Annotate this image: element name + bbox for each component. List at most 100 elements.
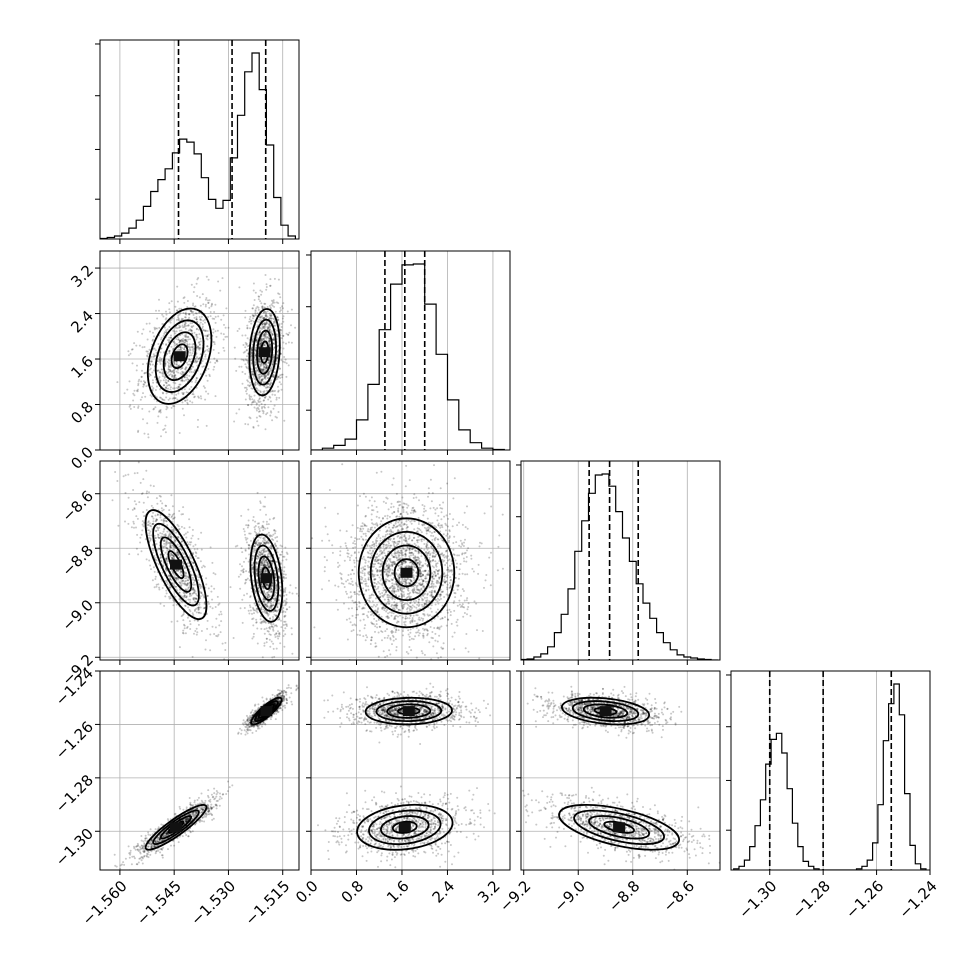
sample-point: [195, 361, 197, 364]
sample-point: [269, 384, 271, 387]
sample-point: [130, 863, 133, 866]
sample-point: [244, 398, 247, 401]
sample-point: [222, 346, 225, 349]
sample-point: [244, 581, 247, 584]
sample-point: [257, 553, 260, 556]
sample-point: [191, 348, 194, 351]
sample-point: [266, 527, 269, 530]
sample-point: [166, 406, 169, 409]
sample-point: [172, 545, 175, 548]
sample-point: [262, 374, 265, 377]
sample-point: [257, 389, 260, 392]
sample-point: [193, 396, 196, 399]
sample-point: [261, 327, 264, 330]
sample-point: [276, 329, 279, 332]
sample-point: [258, 550, 261, 553]
sample-point: [127, 522, 130, 525]
sample-point: [245, 349, 248, 352]
sample-point: [191, 332, 194, 335]
sample-point: [165, 396, 168, 399]
sample-point: [204, 606, 206, 609]
sample-point: [160, 396, 162, 399]
sample-point: [172, 528, 174, 531]
sample-point: [174, 585, 177, 588]
sample-point: [283, 620, 286, 623]
sample-point: [269, 343, 271, 346]
sample-point: [161, 323, 164, 325]
sample-point: [275, 335, 278, 338]
sample-point: [258, 373, 261, 376]
sample-point: [268, 541, 270, 544]
sample-point: [258, 397, 261, 400]
sample-point: [282, 573, 285, 576]
sample-point: [254, 592, 257, 595]
sample-point: [260, 339, 263, 341]
sample-point: [177, 578, 180, 581]
sample-point: [189, 623, 192, 626]
sample-point: [262, 368, 265, 371]
sample-point: [285, 601, 288, 604]
sample-point: [192, 576, 194, 579]
sample-point: [259, 391, 262, 394]
sample-point: [263, 335, 266, 337]
sample-point: [265, 611, 268, 613]
sample-point: [244, 372, 247, 375]
sample-point: [197, 608, 200, 611]
sample-point: [256, 387, 259, 390]
sample-point: [189, 329, 192, 332]
sample-point: [257, 298, 260, 301]
sample-point: [249, 381, 251, 384]
sample-point: [156, 533, 159, 536]
sample-point: [260, 374, 263, 377]
sample-point: [184, 532, 187, 535]
sample-point: [245, 366, 248, 369]
sample-point: [189, 628, 192, 630]
sample-point: [265, 561, 268, 564]
sample-point: [188, 608, 191, 611]
sample-point: [272, 338, 275, 341]
sample-point: [263, 396, 266, 399]
sample-point: [156, 502, 159, 505]
sample-point: [248, 532, 251, 535]
sample-point: [263, 316, 266, 319]
sample-point: [170, 579, 173, 581]
sample-point: [268, 345, 271, 348]
sample-point: [166, 560, 169, 563]
sample-point: [271, 375, 274, 378]
sample-point: [295, 592, 298, 595]
sample-point: [151, 379, 154, 382]
sample-point: [257, 424, 260, 427]
sample-point: [186, 378, 189, 381]
sample-point: [252, 519, 254, 522]
sample-point: [255, 339, 258, 342]
sample-point: [155, 543, 158, 545]
sample-point: [267, 593, 270, 596]
sample-point: [171, 515, 174, 518]
sample-point: [210, 305, 213, 308]
sample-point: [188, 313, 191, 315]
sample-point: [279, 544, 282, 547]
sample-point: [226, 335, 229, 338]
sample-point: [204, 330, 207, 332]
sample-point: [264, 331, 267, 334]
sample-point: [252, 516, 255, 518]
sample-point: [151, 523, 154, 525]
sample-point: [268, 595, 271, 598]
sample-point: [184, 399, 186, 402]
sample-point: [153, 586, 156, 589]
sample-point: [246, 526, 249, 529]
sample-point: [172, 548, 175, 551]
sample-point: [192, 310, 195, 313]
sample-point: [246, 379, 249, 382]
sample-point: [197, 623, 200, 626]
sample-point: [178, 307, 181, 310]
sample-point: [282, 347, 285, 350]
sample-point: [156, 519, 158, 521]
sample-point: [197, 395, 200, 398]
sample-point: [164, 534, 167, 537]
sample-point: [165, 557, 168, 560]
sample-point: [211, 607, 214, 610]
sample-point: [279, 553, 282, 556]
sample-point: [236, 330, 239, 332]
sample-point: [149, 374, 152, 377]
